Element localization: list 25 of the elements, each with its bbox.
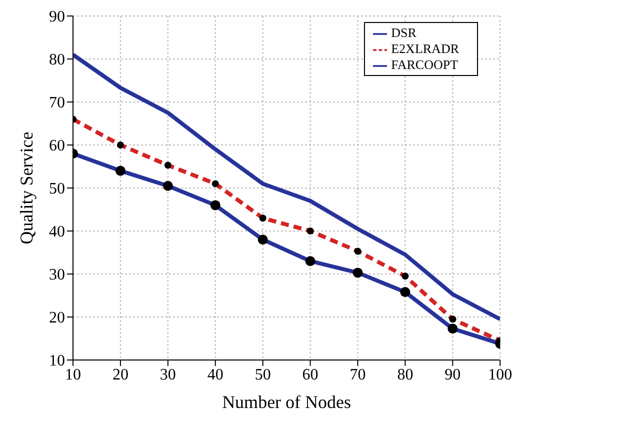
x-tick-label: 30 [160, 366, 176, 384]
x-tick-label: 10 [65, 366, 81, 384]
y-tick-label: 50 [49, 180, 65, 198]
x-tick-label: 20 [112, 366, 128, 384]
y-tick-label: 80 [49, 52, 65, 69]
x-tick-label: 50 [254, 366, 271, 384]
x-tick-label: 80 [397, 366, 414, 384]
x-tick-label: 100 [488, 366, 512, 384]
x-axis-title: Number of Nodes [222, 392, 352, 412]
y-tick-label: 30 [49, 266, 65, 284]
y-tick-label: 40 [49, 224, 65, 241]
y-axis-title: Quality Service [16, 132, 36, 244]
x-tick-label: 70 [350, 366, 366, 384]
x-tick-label: 40 [207, 366, 224, 384]
legend-label: FARCOOPT [391, 57, 458, 72]
line-series [73, 52, 500, 322]
x-tick-label: 60 [302, 366, 318, 384]
y-tick-label: 70 [49, 94, 65, 112]
legend-label: E2XLRADR [391, 41, 459, 56]
x-tick-label: 90 [444, 366, 461, 384]
y-tick-label: 10 [49, 352, 65, 370]
y-tick-label: 90 [49, 8, 65, 26]
y-tick-label: 60 [49, 138, 65, 155]
legend-label: DSR [391, 25, 416, 40]
y-tick-label: 20 [49, 310, 65, 327]
